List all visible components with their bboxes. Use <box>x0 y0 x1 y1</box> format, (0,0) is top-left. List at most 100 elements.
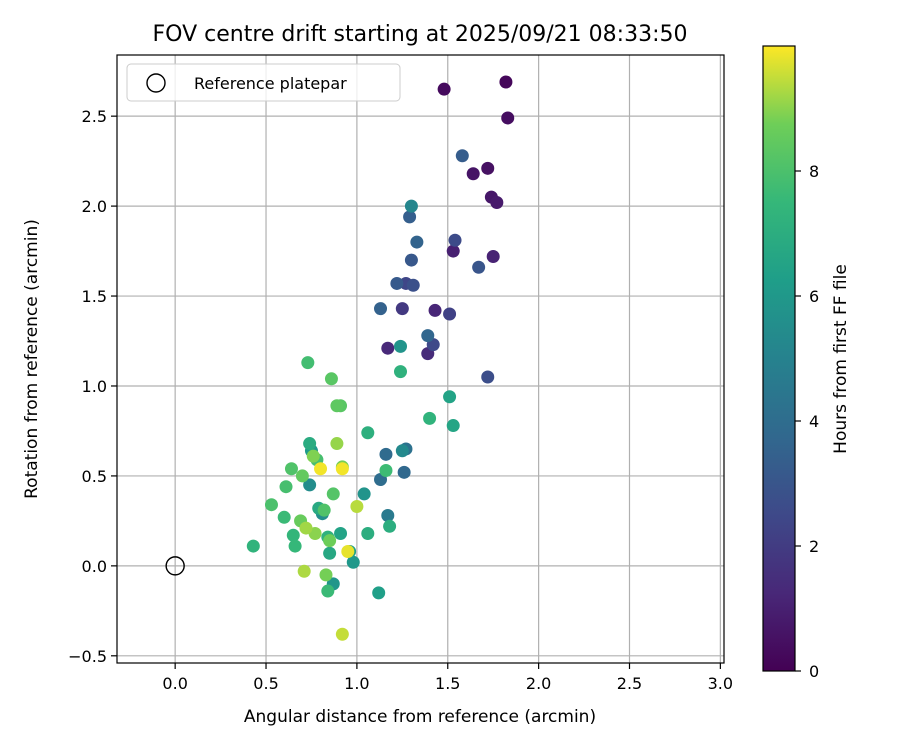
data-point <box>490 196 504 210</box>
data-point <box>297 564 311 578</box>
data-point <box>379 464 393 478</box>
data-point <box>286 528 300 542</box>
data-point <box>361 426 375 440</box>
colorbar-tick-label: 0 <box>809 662 819 681</box>
colorbar: 0 2 4 6 8 Hours from first FF file <box>762 45 851 681</box>
data-point <box>372 586 386 600</box>
data-point <box>446 244 460 258</box>
chart-title: FOV centre drift starting at 2025/09/21 … <box>153 22 688 47</box>
y-tick-label: 0.0 <box>82 557 107 576</box>
data-point <box>404 253 418 267</box>
data-point <box>321 584 335 598</box>
data-point <box>486 249 500 263</box>
data-point <box>394 339 408 353</box>
data-point <box>390 276 404 290</box>
x-axis-label: Angular distance from reference (arcmin) <box>244 707 596 727</box>
x-tick-label: 2.5 <box>617 674 642 693</box>
data-point <box>499 75 513 89</box>
data-point <box>357 487 371 501</box>
colorbar-label: Hours from first FF file <box>831 264 851 454</box>
data-point <box>330 437 344 451</box>
data-point <box>448 233 462 247</box>
data-point <box>323 534 337 548</box>
reference-platepar-marker <box>165 556 185 576</box>
data-point <box>323 546 337 560</box>
data-point <box>301 356 315 370</box>
y-tick-label: 2.5 <box>82 107 107 126</box>
x-tick-label: 1.5 <box>435 674 460 693</box>
legend-entry-reference: Reference platepar <box>194 74 347 93</box>
x-tick-label: 0.0 <box>162 674 187 693</box>
y-tick-label: 1.0 <box>82 377 107 396</box>
data-point <box>455 149 469 163</box>
y-tick-label: 2.0 <box>82 197 107 216</box>
data-point <box>303 437 317 451</box>
data-point <box>472 260 486 274</box>
x-axis-ticks: 0.0 0.5 1.0 1.5 2.0 2.5 3.0 <box>162 663 733 693</box>
data-point <box>306 449 320 463</box>
data-point <box>410 235 424 249</box>
colorbar-tick-label: 6 <box>809 287 819 306</box>
data-point <box>406 278 420 292</box>
y-tick-label: −0.5 <box>68 647 107 666</box>
data-point <box>501 111 515 125</box>
legend-box <box>126 63 401 102</box>
data-point <box>397 465 411 479</box>
data-point <box>466 167 480 181</box>
colorbar-ticks: 0 2 4 6 8 <box>795 162 819 681</box>
data-point <box>428 303 442 317</box>
data-point <box>395 302 409 316</box>
data-point <box>421 329 435 343</box>
colorbar-tick-label: 4 <box>809 412 819 431</box>
data-point <box>346 555 360 569</box>
data-point <box>324 372 338 386</box>
data-point <box>404 199 418 213</box>
data-point <box>350 500 364 514</box>
data-point <box>279 480 293 494</box>
data-point <box>374 302 388 316</box>
data-point <box>341 544 355 558</box>
data-point <box>443 307 457 321</box>
y-axis-ticks: −0.5 0.0 0.5 1.0 1.5 2.0 2.5 <box>68 107 117 666</box>
data-point <box>284 462 298 476</box>
colorbar-tick-label: 8 <box>809 162 819 181</box>
data-point <box>334 526 348 540</box>
grid-lines <box>117 55 724 663</box>
data-point <box>335 462 349 476</box>
data-point <box>246 539 260 553</box>
data-point <box>361 526 375 540</box>
data-point <box>264 498 278 512</box>
data-point <box>330 399 344 413</box>
colorbar-gradient <box>762 45 796 672</box>
data-point <box>303 478 317 492</box>
data-point <box>403 210 417 224</box>
data-point <box>481 370 495 384</box>
data-point <box>277 510 291 524</box>
data-point <box>295 469 309 483</box>
data-point <box>299 521 313 535</box>
data-point <box>423 411 437 425</box>
data-point <box>395 444 409 458</box>
data-points <box>246 75 515 641</box>
data-point <box>317 503 331 517</box>
plot-frame <box>116 54 725 664</box>
data-point <box>314 462 328 476</box>
data-point <box>335 627 349 641</box>
data-point <box>326 487 340 501</box>
data-point <box>443 390 457 404</box>
data-point <box>319 568 333 582</box>
data-point <box>379 447 393 461</box>
data-point <box>383 519 397 533</box>
data-point <box>394 365 408 379</box>
legend-marker <box>146 73 166 93</box>
x-tick-label: 3.0 <box>708 674 733 693</box>
y-tick-label: 0.5 <box>82 467 107 486</box>
legend: Reference platepar <box>126 63 401 102</box>
x-tick-label: 2.0 <box>526 674 551 693</box>
data-point <box>381 341 395 355</box>
y-axis-label: Rotation from reference (arcmin) <box>22 219 42 499</box>
data-point <box>381 508 395 522</box>
data-point <box>437 82 451 96</box>
x-tick-label: 0.5 <box>253 674 278 693</box>
